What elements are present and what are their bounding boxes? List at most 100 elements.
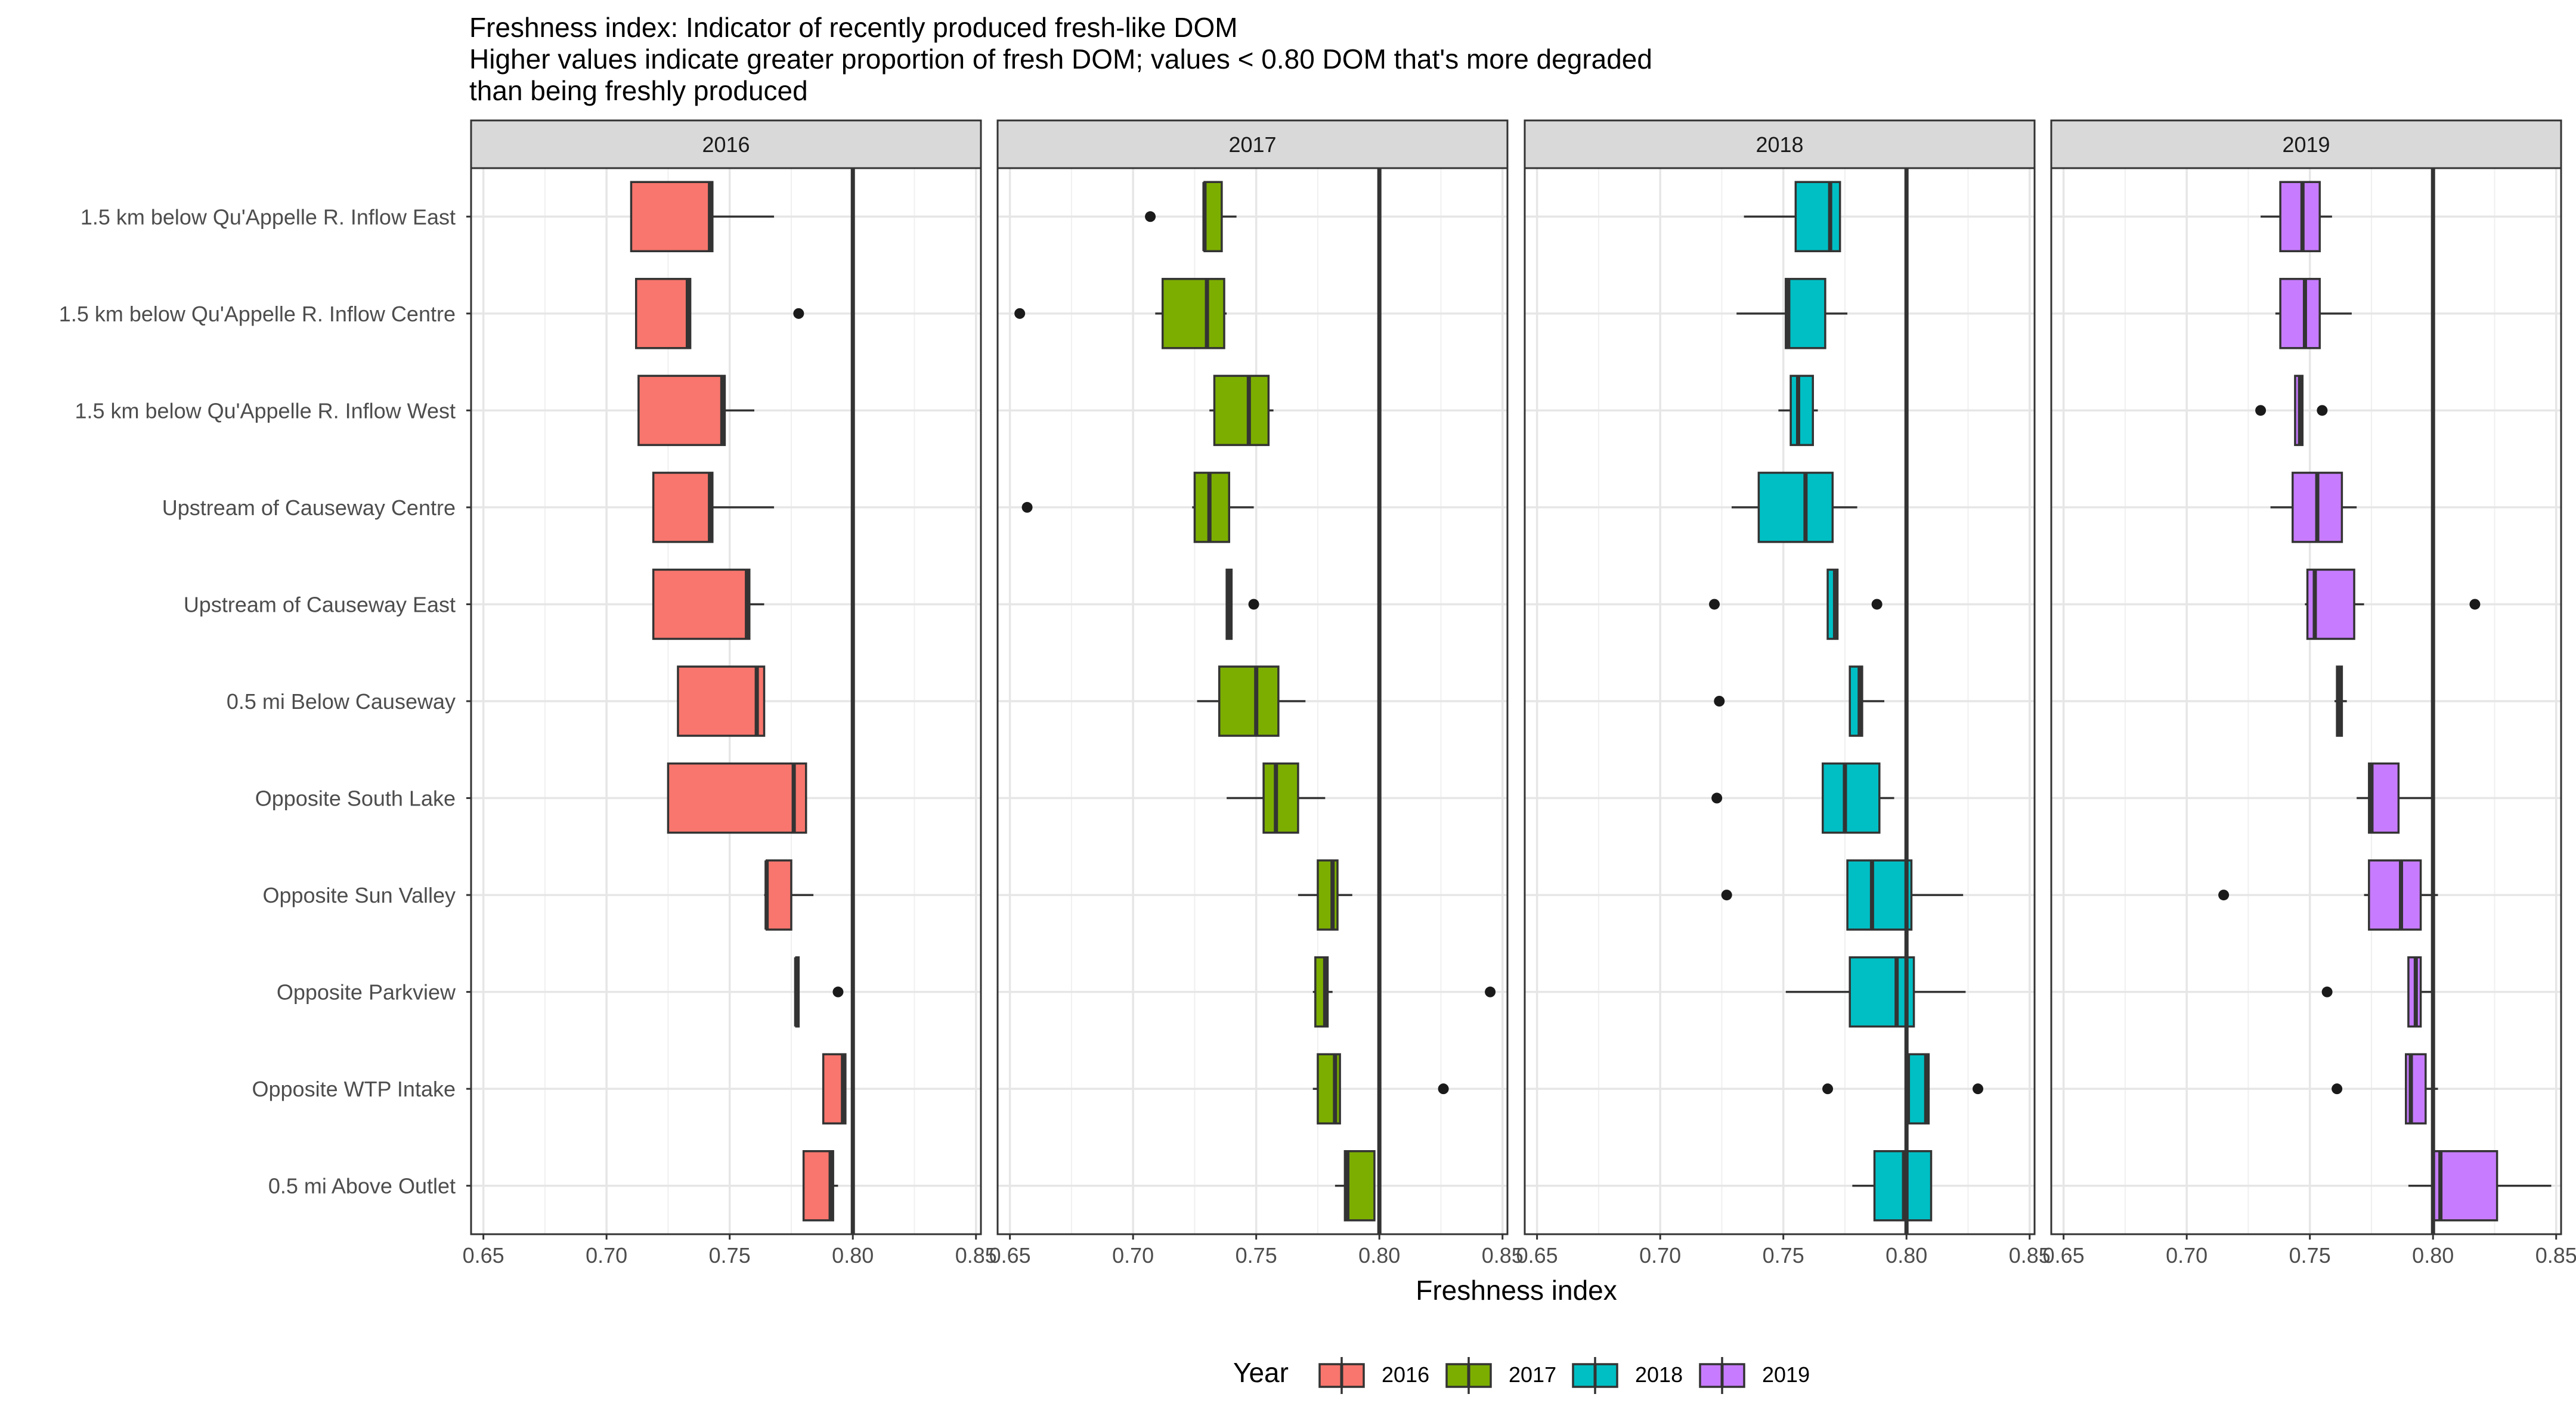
facet-panel-2017: 2017 0.65 0.70 0.75 0.80 0.85 — [989, 119, 1524, 1268]
box-body — [1849, 956, 1915, 1028]
x-tick-label: 0.65 — [989, 1243, 1031, 1268]
box-2019-opposite-wtp-intake — [2332, 1053, 2438, 1124]
title-line-3: than being freshly produced — [469, 75, 808, 106]
box-2018-0-5-mi-below-causeway — [1714, 665, 1885, 737]
outlier-point — [1021, 501, 1033, 513]
outlier-point — [1485, 986, 1496, 998]
panel-border — [1524, 167, 2036, 1235]
facet-strip-2017 — [996, 119, 1509, 169]
box-body — [2432, 1150, 2498, 1222]
outlier-point — [1973, 1083, 1983, 1095]
x-tick-label: 0.65 — [2043, 1243, 2085, 1268]
facet-strip-label-2017: 2017 — [1228, 132, 1276, 157]
outlier-point — [2332, 1083, 2343, 1095]
box-body — [634, 278, 692, 349]
x-tick-label: 0.70 — [1639, 1243, 1681, 1268]
y-tick-label-opposite-parkview: Opposite Parkview — [277, 980, 456, 1005]
box-2017-upstream-of-causeway-centre — [1021, 472, 1254, 543]
box-2019-opposite-south-lake — [2357, 762, 2433, 834]
x-axis-title-group: Freshness index — [1416, 1275, 1617, 1306]
y-category-labels: 1.5 km below Qu'Appelle R. Inflow East 1.… — [59, 205, 471, 1198]
y-tick-label-1-5-km-below-qu-appelle-r-inflow-east: 1.5 km below Qu'Appelle R. Inflow East — [80, 205, 456, 229]
box-2017-opposite-wtp-intake — [1312, 1053, 1449, 1124]
box-body — [652, 472, 714, 543]
outlier-point — [793, 308, 804, 319]
box-2019-1-5-km-below-qu-appelle-r-inflow-east — [2261, 181, 2332, 253]
x-tick-label: 0.85 — [2009, 1243, 2051, 1268]
legend-item-2018: 2018 — [1572, 1357, 1683, 1394]
box-body — [2279, 278, 2321, 349]
box-body — [677, 665, 766, 737]
facet-panel-2018: 2018 0.65 0.70 0.75 0.80 0.85 — [1516, 119, 2051, 1268]
box-body — [1193, 472, 1231, 543]
box-body — [1822, 762, 1881, 834]
y-tick-label-upstream-of-causeway-centre: Upstream of Causeway Centre — [162, 495, 456, 520]
box-body — [1213, 374, 1270, 447]
facet-strip-label-2016: 2016 — [702, 132, 750, 157]
facet-strip-2016 — [470, 119, 982, 169]
y-tick-label-opposite-sun-valley: Opposite Sun Valley — [262, 883, 456, 907]
box-2018-upstream-of-causeway-east — [1709, 568, 1883, 640]
x-tick-label: 0.75 — [709, 1243, 751, 1268]
box-body — [802, 1150, 834, 1222]
box-2019-opposite-parkview — [2321, 956, 2433, 1028]
x-tick-label: 0.80 — [832, 1243, 874, 1268]
y-tick-label-1-5-km-below-qu-appelle-r-inflow-west: 1.5 km below Qu'Appelle R. Inflow West — [75, 398, 456, 423]
box-2018-1-5-km-below-qu-appelle-r-inflow-east — [1744, 181, 1841, 253]
facet-strip-label-2019: 2019 — [2282, 132, 2330, 157]
box-2018-opposite-parkview — [1785, 956, 1966, 1028]
outlier-point — [2218, 890, 2230, 901]
box-body — [667, 762, 807, 834]
outlier-point — [1871, 599, 1883, 610]
box-2017-1-5-km-below-qu-appelle-r-inflow-west — [1209, 374, 1274, 447]
box-2018-opposite-sun-valley — [1721, 859, 1964, 931]
box-2016-opposite-wtp-intake — [822, 1053, 847, 1124]
box-2019-upstream-of-causeway-east — [2305, 568, 2481, 640]
outlier-point — [1014, 308, 1026, 319]
box-2017-opposite-sun-valley — [1298, 859, 1352, 931]
box-body — [1846, 859, 1913, 931]
x-tick-label: 0.80 — [2412, 1243, 2454, 1268]
x-tick-label: 0.75 — [2289, 1243, 2331, 1268]
x-tick-label: 0.70 — [2166, 1243, 2207, 1268]
box-2018-1-5-km-below-qu-appelle-r-inflow-west — [1778, 374, 1818, 447]
box-2016-opposite-sun-valley — [764, 859, 814, 931]
box-2016-1-5-km-below-qu-appelle-r-inflow-centre — [634, 278, 804, 349]
box-2019-1-5-km-below-qu-appelle-r-inflow-west — [2255, 374, 2328, 447]
panel-border — [996, 167, 1509, 1235]
box-2016-upstream-of-causeway-centre — [652, 472, 775, 543]
box-2016-opposite-parkview — [794, 956, 844, 1028]
legend-label-2016: 2016 — [1382, 1362, 1429, 1387]
box-2018-opposite-wtp-intake — [1822, 1053, 1983, 1124]
box-body — [1757, 472, 1834, 543]
box-body — [1794, 181, 1841, 253]
box-body — [652, 568, 751, 640]
x-tick-label: 0.65 — [463, 1243, 504, 1268]
outlier-point — [2469, 599, 2481, 610]
box-2019-opposite-sun-valley — [2218, 859, 2438, 931]
outlier-point — [2317, 405, 2328, 416]
legend-label-2018: 2018 — [1635, 1362, 1683, 1387]
box-body — [2279, 181, 2321, 253]
legend-label-2017: 2017 — [1509, 1362, 1556, 1387]
legend-title: Year — [1233, 1357, 1289, 1388]
x-tick-label: 0.85 — [2535, 1243, 2576, 1268]
y-tick-label-opposite-south-lake: Opposite South Lake — [255, 786, 456, 811]
legend-item-2016: 2016 — [1318, 1357, 1429, 1394]
box-body — [1218, 665, 1280, 737]
box-2017-upstream-of-causeway-east — [1225, 568, 1259, 640]
box-body — [2368, 762, 2400, 834]
box-2016-0-5-mi-above-outlet — [802, 1150, 838, 1222]
box-2016-1-5-km-below-qu-appelle-r-inflow-east — [630, 181, 775, 253]
box-body — [1785, 278, 1826, 349]
outlier-point — [1822, 1083, 1834, 1095]
box-2018-opposite-south-lake — [1711, 762, 1894, 834]
outlier-point — [1711, 792, 1723, 804]
box-2018-1-5-km-below-qu-appelle-r-inflow-centre — [1736, 278, 1848, 349]
legend: Year 2016 2017 2018 2019 — [1233, 1357, 1810, 1394]
x-tick-label: 0.85 — [1482, 1243, 1524, 1268]
legend-label-2019: 2019 — [1762, 1362, 1810, 1387]
box-body — [2368, 859, 2422, 931]
box-2019-upstream-of-causeway-centre — [2270, 472, 2357, 543]
